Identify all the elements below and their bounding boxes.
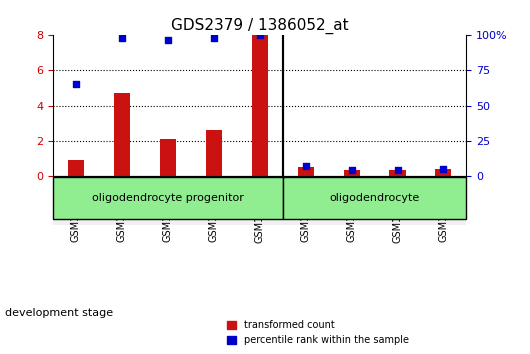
Bar [53, 35, 99, 176]
Bar [160, 139, 176, 176]
Bar [252, 35, 268, 176]
Bar [145, 35, 191, 176]
Point [72, 82, 80, 87]
Bar [420, 35, 466, 176]
Bar [191, 35, 237, 176]
Legend: transformed count, percentile rank within the sample: transformed count, percentile rank withi… [223, 316, 413, 349]
Point [255, 33, 264, 38]
Bar [282, 176, 329, 225]
Bar [68, 160, 84, 176]
Bar [329, 176, 375, 225]
Point [347, 167, 356, 173]
Bar [282, 35, 329, 176]
Bar [206, 130, 222, 176]
Bar [99, 35, 145, 176]
Title: GDS2379 / 1386052_at: GDS2379 / 1386052_at [171, 18, 349, 34]
Bar [237, 176, 282, 225]
Point [164, 37, 172, 42]
Bar [298, 167, 314, 176]
Point [209, 35, 218, 41]
Point [439, 166, 448, 171]
Bar [436, 169, 452, 176]
Bar [375, 35, 420, 176]
Bar [114, 93, 130, 176]
Bar [390, 170, 405, 176]
Bar [343, 170, 359, 176]
Text: oligodendrocyte progenitor: oligodendrocyte progenitor [92, 193, 244, 202]
Bar [191, 176, 237, 225]
Bar [145, 176, 191, 225]
Point [118, 35, 126, 41]
Bar [329, 35, 375, 176]
FancyBboxPatch shape [53, 177, 282, 219]
Bar [237, 35, 282, 176]
FancyBboxPatch shape [282, 177, 466, 219]
Point [393, 167, 402, 173]
Bar [53, 176, 99, 225]
Bar [420, 176, 466, 225]
Text: development stage: development stage [5, 308, 113, 318]
Bar [99, 176, 145, 225]
Bar [375, 176, 420, 225]
Text: oligodendrocyte: oligodendrocyte [330, 193, 420, 202]
Point [302, 163, 310, 169]
